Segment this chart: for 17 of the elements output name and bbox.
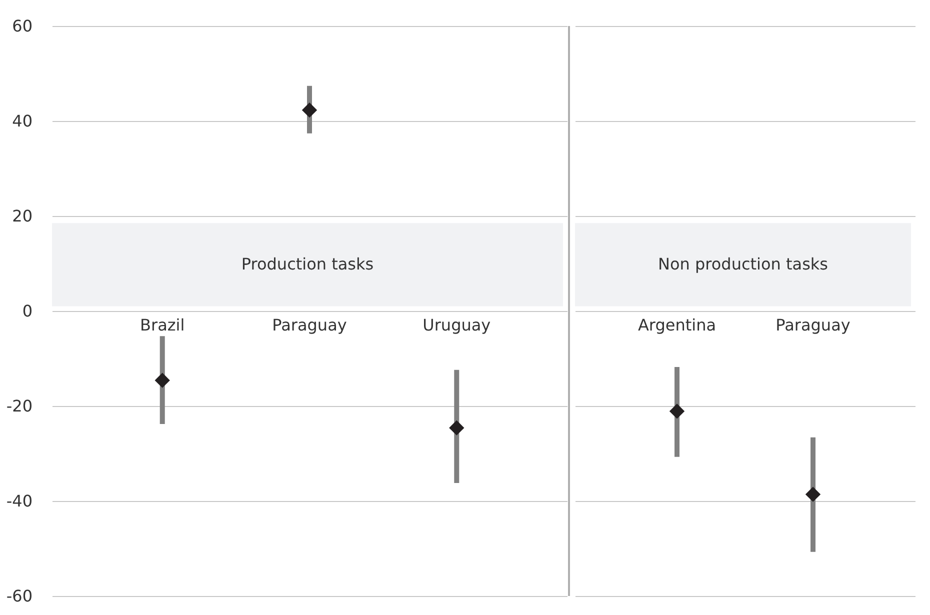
y-tick-label: 60: [12, 16, 32, 36]
point: [154, 372, 170, 388]
y-tick-label: -20: [6, 396, 32, 416]
y-tick-label: 20: [12, 206, 32, 226]
band-label: Non production tasks: [658, 254, 828, 274]
x-tick-label: Uruguay: [422, 316, 491, 334]
y-tick-label: -40: [6, 492, 32, 510]
band-label: Production tasks: [241, 254, 374, 274]
x-tick-label: Paraguay: [776, 316, 850, 334]
x-tick-label: Brazil: [140, 316, 185, 334]
point: [302, 102, 318, 118]
point: [449, 420, 464, 436]
y-tick-label: 40: [12, 112, 32, 130]
y-tick-label: 0: [22, 302, 32, 320]
x-tick-label: Paraguay: [272, 316, 347, 334]
y-tick-label: -60: [6, 586, 32, 606]
x-tick-label: Argentina: [638, 316, 716, 334]
